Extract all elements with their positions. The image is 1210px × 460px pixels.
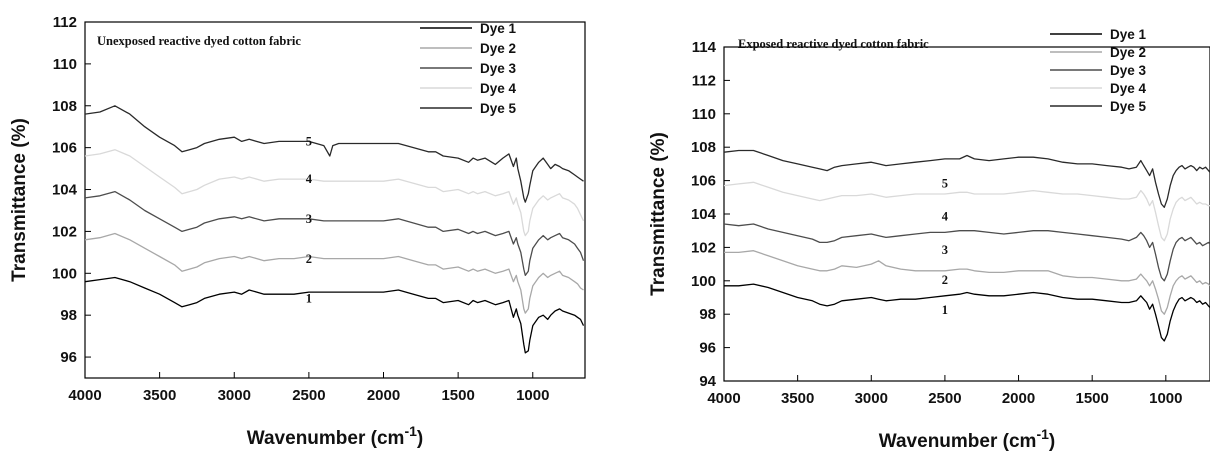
legend-label-dye-1: Dye 1 [1110, 27, 1147, 42]
y-tick-label: 106 [52, 140, 77, 157]
legend-label-dye-3: Dye 3 [1110, 63, 1147, 78]
curve-label-2: 2 [306, 252, 312, 266]
chart-svg: 94 96 98 100 102 104 106 108 110 112 114 4000 3500 30… [648, 27, 1210, 452]
chart-panel-unexposed: 96 98 100 102 104 106 108 110 112 4000 3500 3000 250… [0, 0, 600, 460]
y-tick-label: 98 [699, 306, 716, 323]
x-tick-label: 2500 [292, 387, 325, 404]
legend-label-dye-3: Dye 3 [480, 61, 517, 76]
x-tick-label: 4000 [707, 390, 740, 407]
legend-label-dye-1: Dye 1 [480, 21, 517, 36]
x-axis-title-main: Wavenumber (cm [247, 428, 405, 449]
legend-label-dye-5: Dye 5 [1110, 99, 1147, 114]
x-axis-title-end: ) [417, 428, 423, 449]
legend-label-dye-5: Dye 5 [480, 101, 517, 116]
y-tick-label: 104 [52, 182, 78, 199]
y-axis-title: Transmittance (%) [648, 132, 669, 296]
curve-label-5: 5 [306, 135, 312, 149]
series-line-dye-2 [84, 232, 584, 314]
x-axis-title-end: ) [1049, 431, 1055, 452]
legend-label-dye-2: Dye 2 [480, 41, 516, 56]
y-tick-label: 114 [692, 39, 717, 56]
y-axis-title: Transmittance (%) [9, 118, 30, 282]
curve-label-5: 5 [942, 176, 948, 190]
y-tick-label: 98 [60, 307, 77, 324]
curve-label-1: 1 [942, 303, 948, 317]
y-tick-label: 102 [691, 239, 716, 256]
chart-title: Unexposed reactive dyed cotton fabric [97, 34, 301, 48]
x-tick-label: 1500 [441, 387, 474, 404]
chart-svg: 96 98 100 102 104 106 108 110 112 4000 3500 3000 250… [9, 14, 586, 449]
y-tick-label: 100 [52, 265, 77, 282]
y-tick-label: 100 [691, 273, 716, 290]
x-axis-title: Wavenumber (cm-1) [879, 426, 1055, 452]
y-tick-label: 112 [692, 72, 716, 89]
y-tick-label: 96 [699, 340, 716, 357]
curve-label-4: 4 [942, 210, 949, 224]
y-tick-label: 112 [53, 14, 77, 31]
y-tick-label: 108 [52, 98, 77, 115]
x-axis-title-sup: -1 [1036, 426, 1049, 442]
y-tick-label: 104 [691, 206, 717, 223]
legend-label-dye-4: Dye 4 [1110, 81, 1147, 96]
x-tick-label: 1000 [516, 387, 549, 404]
series-line-dye-4 [723, 181, 1210, 242]
y-tick-label: 110 [692, 106, 716, 123]
x-tick-label: 3000 [855, 390, 888, 407]
plot-frame [723, 46, 1210, 382]
series-line-dye-1 [724, 283, 1210, 342]
x-tick-label: 3500 [781, 390, 814, 407]
y-tick-label: 94 [699, 373, 716, 390]
y-tick-label: 96 [60, 349, 77, 366]
series-line-dye-5 [723, 149, 1210, 208]
curve-label-3: 3 [306, 212, 312, 226]
x-axis-title: Wavenumber (cm-1) [247, 423, 423, 449]
legend-label-dye-4: Dye 4 [480, 81, 517, 96]
series-line-dye-4 [84, 149, 585, 237]
series-line-dye-2 [724, 250, 1210, 315]
chart-panel-exposed: 94 96 98 100 102 104 106 108 110 112 114 4000 3500 30… [640, 0, 1210, 460]
series-line-dye-1 [84, 276, 585, 354]
curve-label-2: 2 [942, 273, 948, 287]
x-tick-label: 1500 [1075, 390, 1108, 407]
curve-label-3: 3 [942, 243, 948, 257]
series-line-dye-5 [84, 105, 584, 203]
y-tick-label: 102 [52, 223, 77, 240]
y-tick-label: 108 [691, 139, 716, 156]
x-tick-label: 3000 [218, 387, 251, 404]
x-tick-label: 2000 [367, 387, 400, 404]
x-tick-label: 4000 [68, 387, 101, 404]
x-tick-label: 2500 [928, 390, 961, 407]
curve-label-1: 1 [306, 292, 312, 306]
plot-frame [84, 21, 586, 379]
chart-title: Exposed reactive dyed cotton fabric [738, 37, 929, 51]
x-tick-label: 3500 [143, 387, 176, 404]
series-line-dye-3 [84, 190, 585, 277]
x-axis-title-main: Wavenumber (cm [879, 431, 1037, 452]
y-tick-label: 106 [691, 173, 716, 190]
curve-label-4: 4 [306, 172, 313, 186]
x-axis-title-sup: -1 [404, 423, 417, 439]
y-tick-label: 110 [53, 56, 77, 73]
x-tick-label: 1000 [1149, 390, 1182, 407]
series-line-dye-3 [723, 223, 1210, 282]
x-tick-label: 2000 [1002, 390, 1035, 407]
legend-label-dye-2: Dye 2 [1110, 45, 1146, 60]
